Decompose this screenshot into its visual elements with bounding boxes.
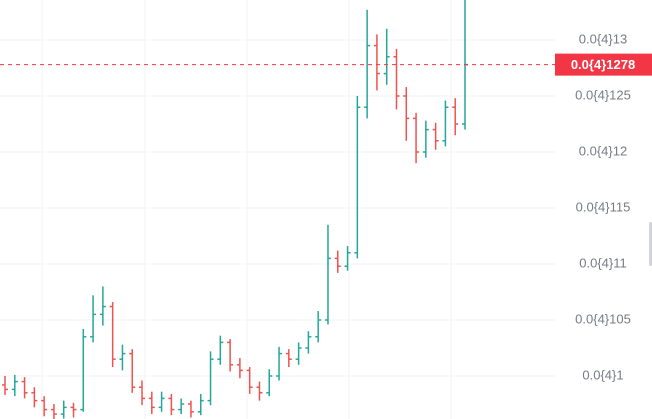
ohlc-bar [50, 403, 57, 419]
ohlc-bar [422, 120, 429, 158]
ohlc-bar [246, 367, 253, 394]
ohlc-bar [236, 358, 243, 379]
ohlc-bar [442, 100, 449, 147]
ohlc-bar [373, 34, 380, 91]
ohlc-bar [413, 112, 420, 164]
ohlc-bar [393, 48, 400, 110]
ohlc-bar [21, 377, 28, 399]
ohlc-bar [276, 346, 283, 381]
ohlc-bar [334, 250, 341, 273]
ohlc-bar [11, 374, 18, 397]
ohlc-bar [197, 393, 204, 416]
ohlc-bar [432, 122, 439, 150]
ohlc-bar [80, 328, 87, 412]
scrollbar[interactable] [649, 222, 652, 266]
ohlc-bar [99, 286, 106, 326]
ohlc-bar [70, 402, 77, 418]
ohlc-bar [158, 391, 165, 412]
y-tick-label: 0.0{4}12 [579, 143, 627, 158]
y-tick-label: 0.0{4}11 [579, 255, 626, 270]
last-price-label: 0.0{4}1278 [571, 57, 635, 72]
price-axis: 0.0{4}1 0.0{4}105 0.0{4}11 0.0{4}115 0.0{4}1… [575, 31, 631, 382]
ohlc-bar [364, 9, 371, 119]
ohlc-bar [178, 398, 185, 415]
ohlc-bar [217, 335, 224, 365]
ohlc-bar [41, 396, 48, 417]
ohlc-bar [285, 349, 292, 368]
ohlc-bar [256, 381, 263, 401]
y-tick-label: 0.0{4}115 [576, 199, 631, 214]
y-tick-label: 0.0{4}13 [579, 31, 627, 46]
ohlc-bar [227, 339, 234, 372]
ohlc-bar [139, 380, 146, 406]
ohlc-bar [90, 295, 97, 343]
ohlc-bar [207, 351, 214, 406]
ohlc-bar [119, 344, 126, 371]
x-grid [41, 0, 452, 419]
ohlc-bar [344, 246, 351, 271]
ohlc-bar [403, 87, 410, 141]
last-price-box [555, 53, 652, 76]
y-tick-label: 0.0{4}1 [582, 367, 623, 382]
ohlc-bar [168, 393, 175, 416]
ohlc-bar [31, 387, 38, 408]
ohlc-bar [266, 369, 273, 397]
ohlc-bar [354, 95, 361, 259]
ohlc-bar [148, 391, 155, 415]
y-tick-label: 0.0{4}105 [575, 311, 631, 326]
ohlc-bar [187, 400, 194, 418]
ohlc-bar [452, 98, 459, 136]
ohlc-bar [295, 342, 302, 365]
plot-area [0, 0, 555, 419]
ohlc-bar [383, 28, 390, 85]
ohlc-bar [315, 311, 322, 343]
ohlc-bar [2, 375, 8, 396]
ohlc-bar [109, 302, 116, 368]
ohlc-bar [305, 331, 312, 354]
ohlc-bar [129, 349, 136, 393]
ohlc-bar [60, 400, 67, 419]
ohlc-bar [324, 224, 331, 325]
y-tick-label: 0.0{4}125 [575, 87, 631, 102]
